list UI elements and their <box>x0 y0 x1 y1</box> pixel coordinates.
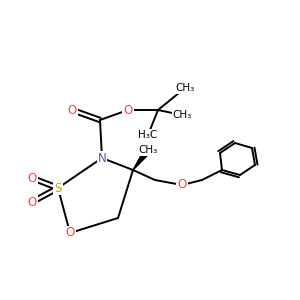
Text: O: O <box>123 103 133 116</box>
Text: CH₃: CH₃ <box>172 110 192 120</box>
Text: CH₃: CH₃ <box>176 83 195 93</box>
Text: CH₃: CH₃ <box>138 145 158 155</box>
Text: S: S <box>54 182 62 194</box>
Text: O: O <box>27 196 37 208</box>
Text: O: O <box>27 172 37 184</box>
Text: O: O <box>177 178 187 191</box>
Text: O: O <box>65 226 75 239</box>
Text: H₃C: H₃C <box>138 130 158 140</box>
Polygon shape <box>133 148 151 170</box>
Text: O: O <box>68 103 76 116</box>
Text: N: N <box>98 152 106 164</box>
